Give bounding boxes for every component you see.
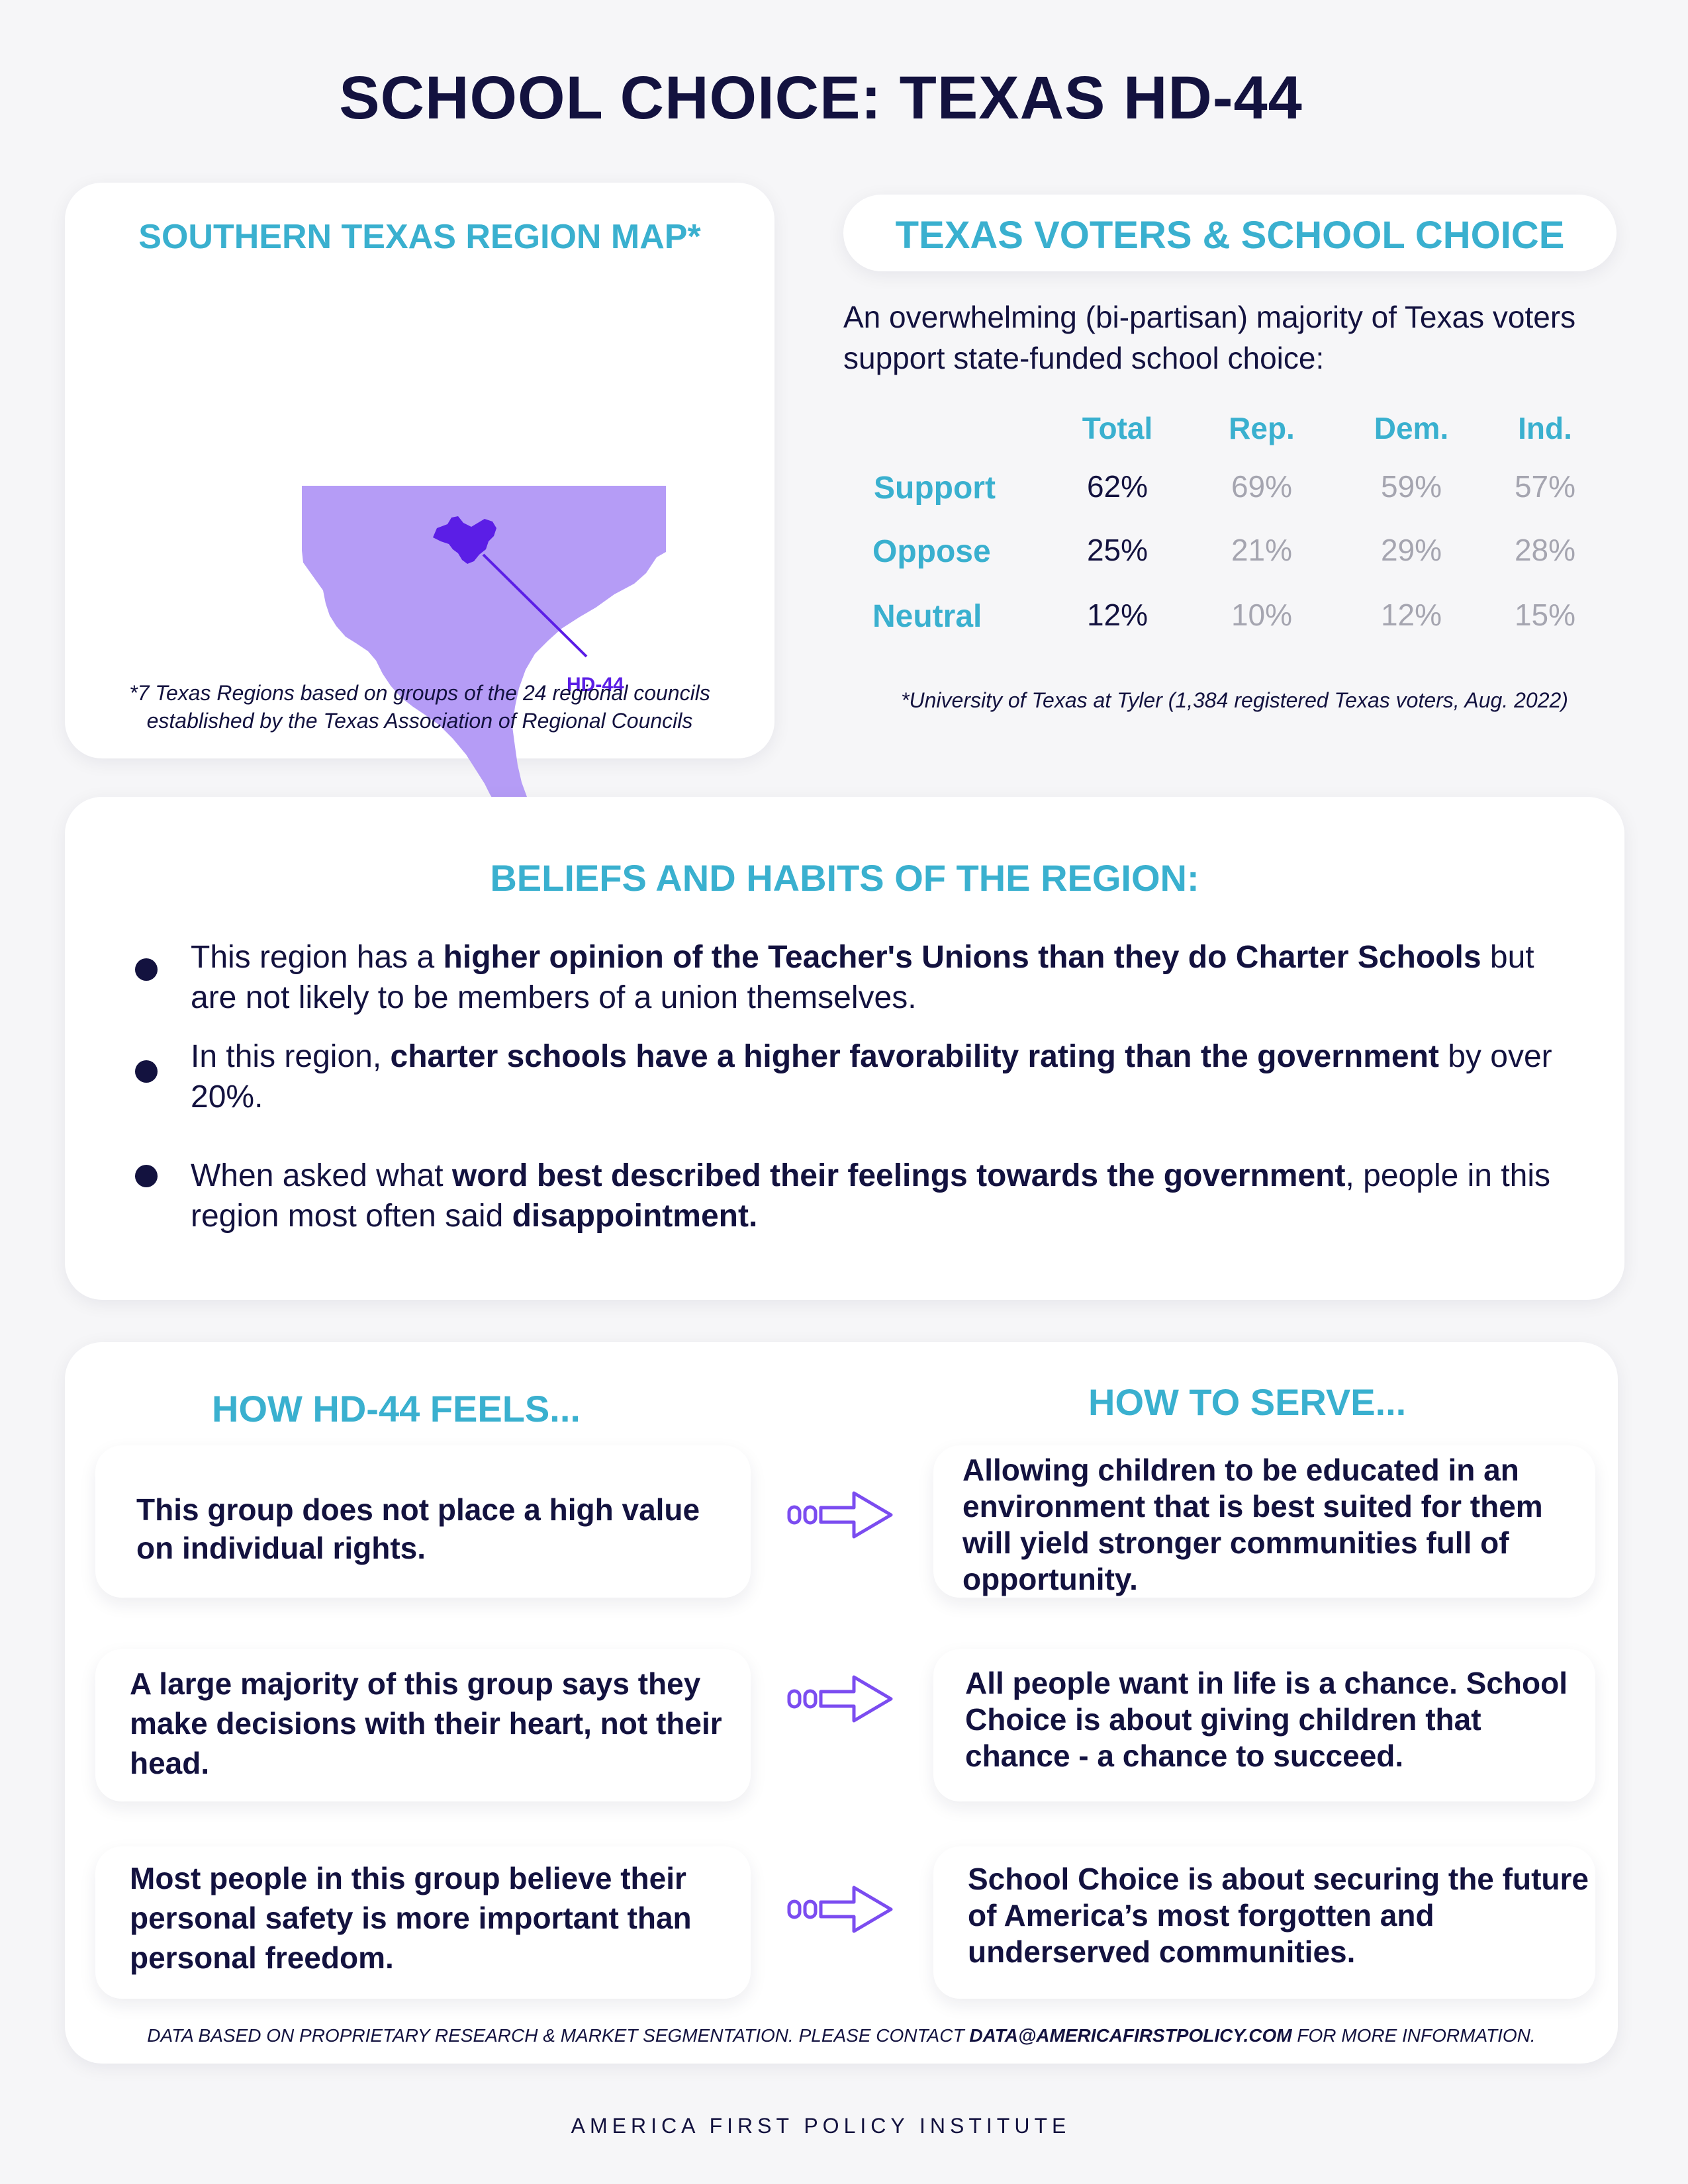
contact-email: DATA@AMERICAFIRSTPOLICY.COM — [969, 2025, 1292, 2046]
arrow-right-icon — [787, 1675, 893, 1723]
serve-text: All people want in life is a chance. Sch… — [965, 1666, 1568, 1773]
row-label-support: Support — [874, 471, 996, 506]
table-cell: 29% — [1380, 533, 1442, 567]
belief-item: When asked what word best described thei… — [191, 1158, 1551, 1234]
voters-footnote: *University of Texas at Tyler (1,384 reg… — [901, 688, 1568, 712]
table-cell: 69% — [1231, 469, 1293, 504]
table-cell: 12% — [1380, 598, 1442, 632]
feels-text: Most people in this group believe their … — [130, 1861, 692, 1975]
table-cell: 28% — [1514, 533, 1576, 567]
serve-box — [933, 1649, 1595, 1801]
voters-title: TEXAS VOTERS & SCHOOL CHOICE — [895, 214, 1565, 257]
table-cell: 59% — [1380, 469, 1442, 504]
serve-title: HOW TO SERVE... — [1088, 1381, 1407, 1423]
serve-text: Allowing children to be educated in an e… — [962, 1453, 1543, 1596]
row-label-neutral: Neutral — [872, 599, 982, 634]
table-cell: 12% — [1086, 598, 1149, 632]
texas-region-map: HD-44 — [302, 486, 666, 805]
table-cell: 10% — [1231, 598, 1293, 632]
district-pointer-line — [482, 553, 588, 658]
southern-region-shape — [302, 486, 666, 805]
footer-disclaimer: DATA BASED ON PROPRIETARY RESEARCH & MAR… — [147, 2025, 1536, 2046]
table-cell: 62% — [1086, 469, 1149, 504]
belief-item: In this region, charter schools have a h… — [191, 1039, 1552, 1115]
organization-name: AMERICA FIRST POLICY INSTITUTE — [571, 2114, 1071, 2138]
column-header-rep: Rep. — [1229, 411, 1295, 445]
table-cell: 21% — [1231, 533, 1293, 567]
bullet-icon — [135, 958, 158, 981]
bullet-icon — [135, 1165, 158, 1187]
serve-text: School Choice is about securing the futu… — [968, 1862, 1589, 1969]
region-map-card: SOUTHERN TEXAS REGION MAP* HD-44 *7 Texa… — [65, 183, 774, 805]
feels-box — [95, 1445, 751, 1598]
feels-box — [95, 1846, 751, 1999]
voters-intro: An overwhelming (bi-partisan) majority o… — [843, 300, 1576, 375]
row-label-oppose: Oppose — [872, 534, 991, 569]
bullet-icon — [135, 1060, 158, 1083]
feels-text: A large majority of this group says they… — [130, 1666, 722, 1780]
feels-box — [95, 1649, 751, 1801]
voters-title-pill: TEXAS VOTERS & SCHOOL CHOICE — [843, 195, 1617, 271]
hd-44-district-shape — [433, 516, 496, 564]
beliefs-title: BELIEFS AND HABITS OF THE REGION: — [490, 857, 1199, 899]
column-header-dem: Dem. — [1374, 411, 1449, 445]
column-header-total: Total — [1082, 411, 1153, 445]
page-title: SCHOOL CHOICE: TEXAS HD-44 — [339, 64, 1303, 132]
district-label: HD-44 — [567, 674, 624, 696]
table-cell: 15% — [1514, 598, 1576, 632]
belief-item: This region has a higher opinion of the … — [191, 940, 1534, 1015]
arrow-right-icon — [787, 1491, 893, 1539]
arrow-right-icon — [787, 1886, 893, 1933]
serve-box — [933, 1445, 1595, 1598]
map-title: SOUTHERN TEXAS REGION MAP* — [138, 218, 701, 256]
feels-text: This group does not place a high value o… — [136, 1492, 700, 1565]
serve-box — [933, 1846, 1595, 1999]
column-header-ind: Ind. — [1518, 411, 1572, 445]
feels-title: HOW HD-44 FEELS... — [212, 1388, 581, 1430]
map-footnote: *7 Texas Regions based on groups of the … — [129, 681, 710, 733]
table-cell: 57% — [1514, 469, 1576, 504]
beliefs-card: BELIEFS AND HABITS OF THE REGION: This r… — [65, 797, 1624, 1300]
table-cell: 25% — [1086, 533, 1149, 567]
